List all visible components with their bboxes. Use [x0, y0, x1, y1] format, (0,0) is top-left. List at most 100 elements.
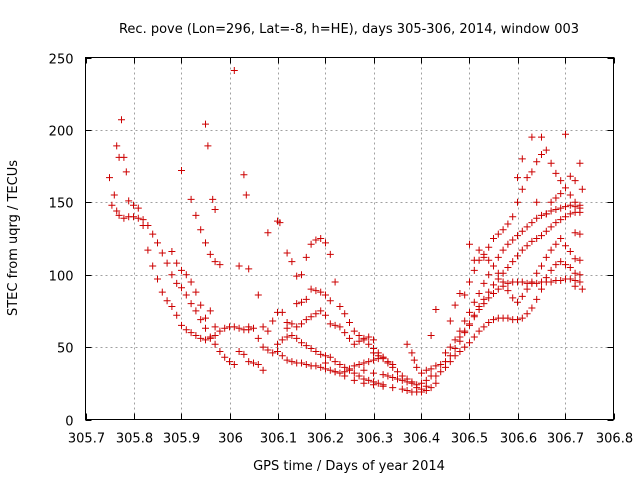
x-tick-label: 305.9 [163, 432, 200, 447]
data-point [418, 385, 425, 393]
data-point [259, 323, 267, 331]
data-point [322, 239, 329, 247]
data-point [283, 333, 291, 341]
data-point [158, 288, 166, 296]
data-point [322, 352, 329, 360]
data-point [490, 262, 497, 270]
data-point [557, 216, 565, 224]
data-point [355, 372, 363, 380]
data-point [149, 262, 157, 270]
data-point [360, 379, 368, 387]
data-point [394, 368, 401, 376]
data-point [341, 372, 349, 380]
data-point [221, 324, 229, 332]
data-point [350, 327, 358, 335]
data-point [379, 371, 387, 379]
data-point [470, 333, 478, 341]
data-point [336, 360, 344, 368]
data-point [360, 336, 368, 344]
data-point [384, 359, 392, 367]
data-point [293, 323, 301, 331]
data-point [451, 336, 459, 344]
data-point [322, 359, 329, 367]
data-point [410, 356, 418, 364]
data-point [571, 177, 579, 185]
data-point [346, 366, 353, 374]
data-point [432, 362, 440, 370]
data-point [552, 194, 560, 202]
data-point [494, 230, 502, 238]
data-point [461, 327, 469, 335]
data-point [518, 185, 526, 193]
data-point [533, 214, 541, 222]
data-point [182, 326, 190, 334]
data-point [302, 316, 310, 324]
data-point [341, 310, 349, 318]
data-point [533, 158, 541, 166]
data-point [264, 327, 272, 335]
data-point [518, 246, 526, 254]
data-point [562, 242, 569, 250]
data-point [374, 352, 382, 360]
data-point [317, 307, 325, 315]
data-point [209, 195, 217, 203]
data-point [365, 340, 373, 348]
data-point [144, 246, 152, 254]
data-point [475, 246, 483, 254]
data-point [250, 359, 257, 367]
data-point [245, 323, 253, 331]
data-point [461, 317, 469, 325]
data-point [475, 327, 483, 335]
data-point [298, 298, 305, 306]
data-point [446, 343, 454, 351]
data-point [341, 329, 349, 337]
data-point [108, 201, 116, 209]
data-point [113, 142, 121, 150]
data-point [216, 347, 224, 355]
data-point [130, 213, 137, 221]
data-point [557, 276, 565, 284]
data-point [504, 287, 512, 295]
data-point [283, 249, 291, 257]
data-point [538, 211, 545, 219]
data-point [187, 278, 195, 286]
data-point [509, 236, 517, 244]
data-point [250, 324, 257, 332]
data-point [538, 133, 545, 141]
data-point [221, 353, 229, 361]
data-point [331, 278, 339, 286]
y-tick-label: 0 [65, 415, 73, 430]
data-point [365, 333, 373, 341]
data-point [370, 336, 377, 344]
data-point [523, 174, 531, 182]
data-point [355, 360, 363, 368]
data-point [336, 303, 344, 311]
data-point [118, 116, 125, 124]
data-point [202, 336, 209, 344]
data-point [302, 360, 310, 368]
data-point [499, 246, 507, 254]
data-point [504, 279, 512, 287]
data-point [538, 262, 545, 270]
data-point [571, 229, 579, 237]
data-point [365, 358, 373, 366]
data-point [254, 291, 262, 299]
data-point [130, 201, 137, 209]
data-point [427, 365, 435, 373]
data-points [106, 67, 586, 396]
data-point [254, 360, 262, 368]
data-point [211, 332, 219, 340]
data-point [336, 323, 344, 331]
data-point [470, 311, 478, 319]
data-point [571, 198, 579, 206]
data-point [350, 340, 358, 348]
data-point [523, 223, 531, 231]
data-point [514, 174, 521, 182]
data-point [276, 219, 284, 227]
data-point [226, 358, 233, 366]
data-point [235, 262, 243, 270]
x-tick-label: 306.4 [403, 432, 440, 447]
data-point [110, 191, 118, 199]
data-point [456, 333, 464, 341]
data-point [346, 318, 353, 326]
